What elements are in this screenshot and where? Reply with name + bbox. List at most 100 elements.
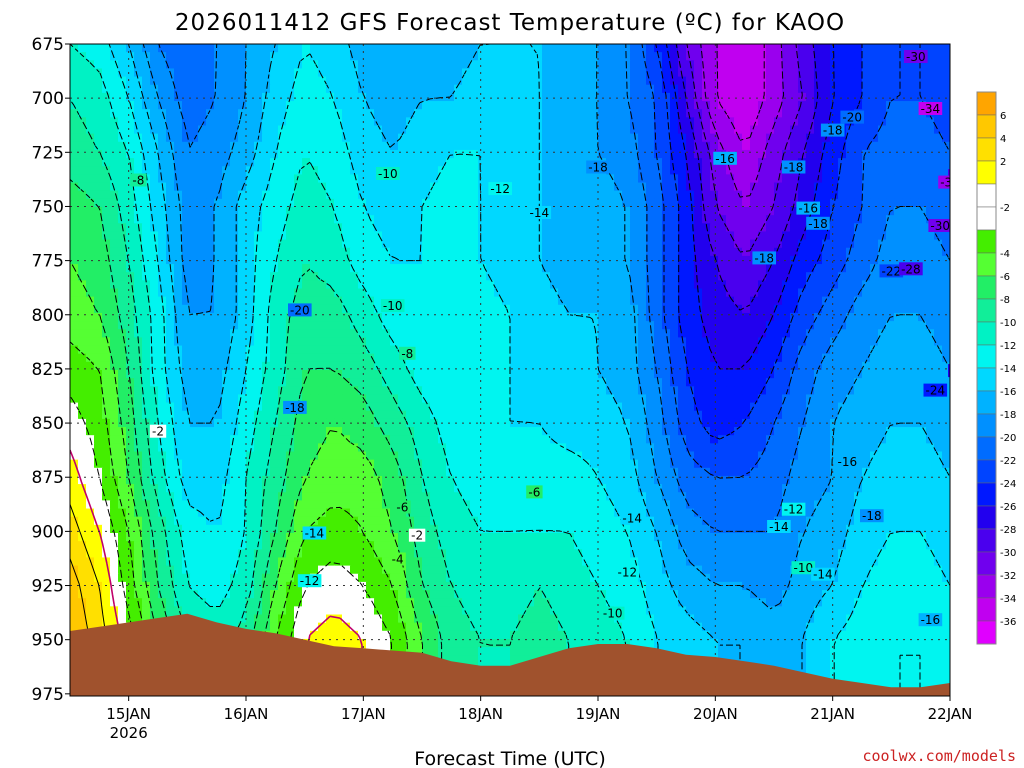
- temperature-cell: [742, 329, 751, 338]
- temperature-cell: [166, 109, 175, 118]
- temperature-cell: [270, 158, 279, 167]
- temperature-cell: [302, 247, 311, 257]
- temperature-cell: [774, 272, 783, 281]
- temperature-cell: [814, 361, 823, 371]
- temperature-cell: [126, 231, 135, 241]
- temperature-cell: [94, 280, 103, 290]
- temperature-cell: [782, 361, 791, 371]
- temperature-cell: [366, 44, 375, 53]
- temperature-cell: [174, 321, 183, 330]
- temperature-cell: [150, 296, 159, 306]
- temperature-cell: [86, 44, 95, 53]
- temperature-cell: [222, 68, 231, 78]
- temperature-cell: [230, 190, 239, 200]
- temperature-cell: [414, 386, 423, 396]
- temperature-cell: [214, 141, 223, 151]
- temperature-cell: [918, 215, 927, 224]
- temperature-cell: [638, 264, 647, 273]
- temperature-cell: [366, 337, 375, 347]
- temperature-cell: [174, 394, 183, 404]
- temperature-cell: [430, 304, 439, 314]
- temperature-cell: [718, 370, 727, 379]
- temperature-cell: [742, 182, 751, 192]
- temperature-cell: [662, 141, 671, 151]
- temperature-cell: [398, 394, 407, 404]
- temperature-cell: [870, 174, 879, 184]
- temperature-cell: [190, 378, 199, 387]
- temperature-cell: [366, 239, 375, 249]
- temperature-cell: [238, 52, 247, 61]
- temperature-cell: [326, 280, 335, 290]
- temperature-cell: [454, 304, 463, 314]
- temperature-cell: [734, 296, 743, 306]
- temperature-cell: [502, 133, 511, 143]
- temperature-cell: [478, 60, 487, 70]
- temperature-cell: [406, 44, 415, 53]
- temperature-cell: [830, 158, 839, 167]
- temperature-cell: [278, 68, 287, 78]
- temperature-cell: [238, 101, 247, 110]
- temperature-cell: [246, 190, 255, 200]
- temperature-cell: [918, 280, 927, 290]
- temperature-cell: [286, 190, 295, 200]
- temperature-cell: [110, 280, 119, 290]
- temperature-cell: [822, 288, 831, 298]
- temperature-cell: [646, 272, 655, 281]
- temperature-cell: [166, 378, 175, 387]
- temperature-cell: [246, 272, 255, 281]
- temperature-cell: [790, 361, 799, 371]
- temperature-cell: [598, 68, 607, 78]
- temperature-cell: [550, 394, 559, 404]
- temperature-cell: [854, 296, 863, 306]
- temperature-cell: [78, 76, 87, 86]
- temperature-cell: [742, 190, 751, 200]
- temperature-cell: [462, 207, 471, 216]
- temperature-cell: [118, 101, 127, 110]
- temperature-cell: [750, 166, 759, 175]
- temperature-cell: [926, 92, 935, 102]
- temperature-cell: [406, 394, 415, 404]
- temperature-cell: [574, 386, 583, 396]
- temperature-cell: [294, 190, 303, 200]
- temperature-cell: [278, 280, 287, 290]
- temperature-cell: [326, 141, 335, 151]
- temperature-cell: [350, 149, 359, 159]
- temperature-cell: [934, 345, 943, 355]
- temperature-cell: [846, 166, 855, 175]
- temperature-cell: [422, 117, 431, 127]
- temperature-cell: [326, 92, 335, 102]
- temperature-cell: [406, 182, 415, 192]
- temperature-cell: [646, 223, 655, 233]
- temperature-cell: [438, 321, 447, 330]
- temperature-cell: [590, 378, 599, 387]
- temperature-cell: [614, 321, 623, 330]
- temperature-cell: [470, 402, 479, 412]
- temperature-cell: [278, 353, 287, 363]
- temperature-cell: [318, 223, 327, 233]
- temperature-cell: [702, 109, 711, 118]
- temperature-cell: [382, 402, 391, 412]
- temperature-cell: [502, 68, 511, 78]
- temperature-cell: [518, 337, 527, 347]
- temperature-cell: [142, 378, 151, 387]
- temperature-cell: [142, 410, 151, 420]
- temperature-cell: [334, 174, 343, 184]
- temperature-cell: [790, 52, 799, 61]
- temperature-cell: [86, 255, 95, 265]
- temperature-cell: [550, 141, 559, 151]
- temperature-cell: [894, 321, 903, 330]
- temperature-cell: [166, 117, 175, 127]
- temperature-cell: [278, 158, 287, 167]
- temperature-cell: [566, 296, 575, 306]
- temperature-cell: [574, 190, 583, 200]
- temperature-cell: [406, 329, 415, 338]
- temperature-cell: [886, 378, 895, 387]
- temperature-cell: [822, 402, 831, 412]
- temperature-cell: [478, 296, 487, 306]
- temperature-cell: [238, 182, 247, 192]
- temperature-cell: [670, 296, 679, 306]
- temperature-cell: [326, 149, 335, 159]
- temperature-cell: [134, 386, 143, 396]
- temperature-cell: [878, 337, 887, 347]
- temperature-cell: [606, 44, 615, 53]
